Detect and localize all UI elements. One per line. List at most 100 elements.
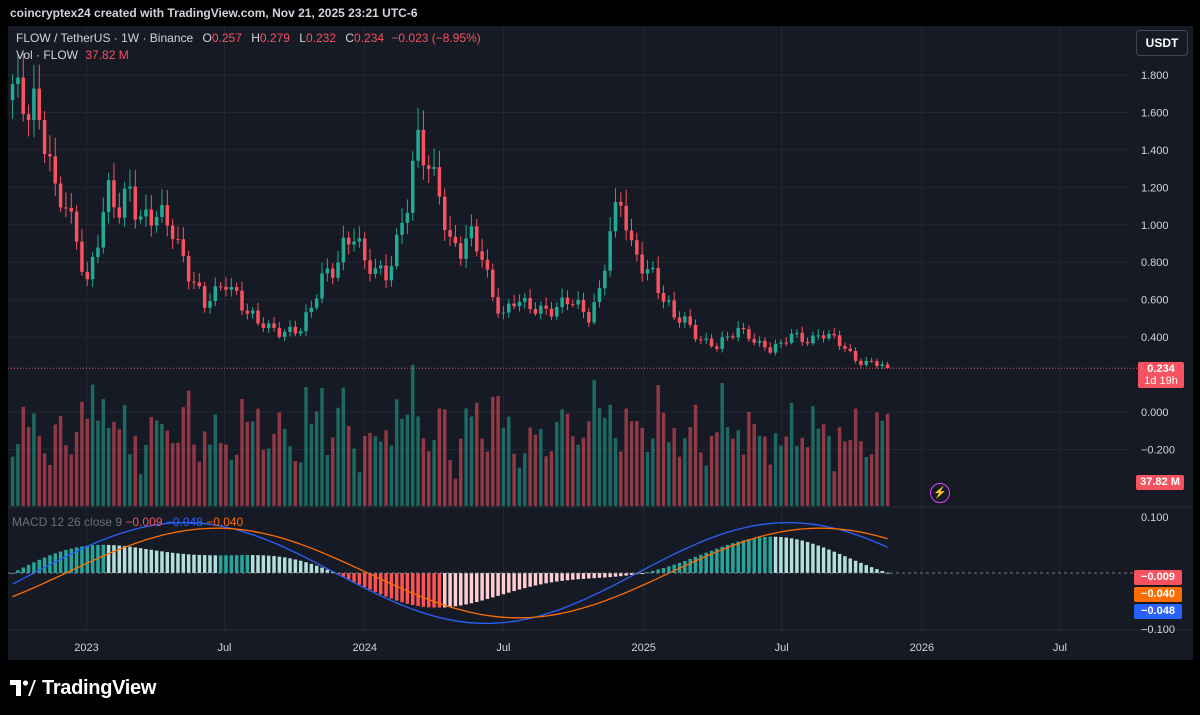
macd-histogram-bar	[501, 573, 506, 595]
candle-body	[544, 305, 548, 309]
volume-bar	[197, 461, 202, 506]
volume-bar	[400, 418, 404, 506]
volume-bar	[314, 411, 319, 506]
candle-body	[437, 167, 442, 197]
candle-body	[218, 286, 223, 288]
candle-body	[459, 243, 463, 259]
candle-body	[464, 238, 468, 259]
chart-pane[interactable]: 1.800 1.600 1.400 1.200 1.000 0.800 0.600 0.400…	[8, 26, 1193, 660]
volume-bar	[352, 448, 356, 506]
macd-histogram-bar	[832, 551, 837, 573]
macd-legend: MACD 12 26 close 9 −0.009 −0.048 −0.040	[12, 515, 243, 529]
candle-body	[517, 301, 522, 307]
macd-histogram-bar	[715, 548, 719, 573]
volume-bar	[603, 417, 607, 506]
volume-bar	[42, 453, 47, 506]
candle-body	[656, 267, 660, 293]
macd-histogram-bar	[432, 573, 436, 608]
volume-bar	[266, 448, 271, 506]
candle-body	[597, 288, 602, 303]
price-axis-tick: 1.400	[1141, 145, 1169, 157]
volume-bar	[261, 449, 266, 506]
candle-body	[336, 262, 340, 278]
volume-bar	[885, 413, 890, 506]
macd-histogram-bar	[848, 558, 853, 573]
candle-body	[160, 205, 164, 217]
candle-body	[704, 338, 708, 341]
candle-body	[410, 160, 415, 213]
volume-bar	[69, 454, 74, 506]
currency-button[interactable]: USDT	[1136, 30, 1188, 56]
lightning-icon[interactable]: ⚡	[930, 483, 950, 503]
volume-bar	[704, 465, 708, 506]
candle-body	[42, 120, 47, 155]
candle-body	[170, 225, 175, 240]
macd-histogram-bar	[645, 572, 650, 574]
volume-bar	[480, 438, 484, 506]
macd-signal-axis-label: −0.040	[1134, 587, 1182, 602]
candle-body	[512, 303, 516, 307]
volume-bar	[779, 445, 783, 506]
symbol-label[interactable]: FLOW / TetherUS · 1W · Binance	[16, 31, 194, 45]
price-axis-tick: 0.800	[1141, 257, 1169, 269]
macd-histogram-bar	[69, 548, 74, 573]
macd-histogram-bar	[875, 569, 879, 573]
volume-bar	[16, 443, 20, 506]
macd-histogram-bar	[208, 555, 212, 573]
candle-body	[784, 342, 788, 344]
volume-bar	[469, 416, 474, 506]
macd-histogram-bar	[512, 573, 516, 592]
volume-title[interactable]: Vol · FLOW	[16, 48, 79, 62]
macd-histogram-bar	[122, 546, 127, 573]
chart-svg[interactable]: 1.800 1.600 1.400 1.200 1.000 0.800 0.600 0.400…	[8, 26, 1193, 660]
macd-histogram-bar	[816, 545, 820, 573]
macd-histogram-bar	[544, 573, 548, 584]
candle-body	[507, 303, 511, 313]
macd-histogram-bar	[469, 573, 474, 604]
candle-body	[613, 202, 618, 232]
volume-bar	[427, 451, 431, 506]
volume-bar	[357, 472, 362, 506]
bar-countdown: 1d 19h	[1144, 375, 1178, 387]
candle-body	[378, 265, 383, 269]
macd-histogram-bar	[165, 552, 170, 573]
price-axis-tick: 0.000	[1141, 407, 1169, 419]
candle-body	[731, 336, 735, 338]
candle-body	[26, 114, 31, 121]
macd-histogram-bar	[747, 539, 751, 573]
macd-histogram-bar	[843, 556, 847, 573]
volume-bar	[373, 436, 378, 506]
volume-bar	[619, 451, 623, 506]
candle-body	[635, 240, 639, 255]
credit-text: coincryptex24 created with TradingView.c…	[10, 6, 418, 20]
volume-bar	[592, 379, 596, 506]
candle-body	[853, 351, 858, 361]
candle-body	[715, 346, 719, 349]
candle-body	[837, 335, 842, 347]
candle-body	[90, 256, 95, 280]
macd-histogram-bar	[864, 565, 869, 573]
macd-title[interactable]: MACD 12 26 close 9	[12, 515, 123, 529]
candle-body	[880, 364, 885, 367]
price-axis-tick: 1.600	[1141, 107, 1169, 119]
macd-histogram-bar	[731, 543, 735, 573]
tradingview-logo[interactable]: TradingView	[10, 676, 156, 700]
macd-histogram-bar	[725, 544, 730, 573]
macd-histogram-bar	[629, 573, 634, 575]
last-price: 0.234	[1147, 363, 1175, 375]
candle-body	[352, 241, 356, 245]
macd-line-value: −0.048	[165, 515, 203, 529]
price-axis-tick: 0.600	[1141, 295, 1169, 307]
macd-histogram-bar	[229, 555, 234, 573]
macd-hist-value: −0.009	[125, 515, 163, 529]
macd-histogram-bar	[21, 567, 25, 573]
open-value: 0.257	[211, 31, 242, 45]
macd-histogram-bar	[272, 556, 276, 573]
time-axis-tick: Jul	[1053, 642, 1067, 654]
candle-body	[501, 312, 506, 314]
macd-histogram-bar	[597, 573, 602, 578]
volume-bar	[282, 428, 287, 506]
volume-bar	[192, 444, 196, 506]
price-axis-tick: 1.000	[1141, 220, 1169, 232]
candle-body	[587, 312, 591, 323]
